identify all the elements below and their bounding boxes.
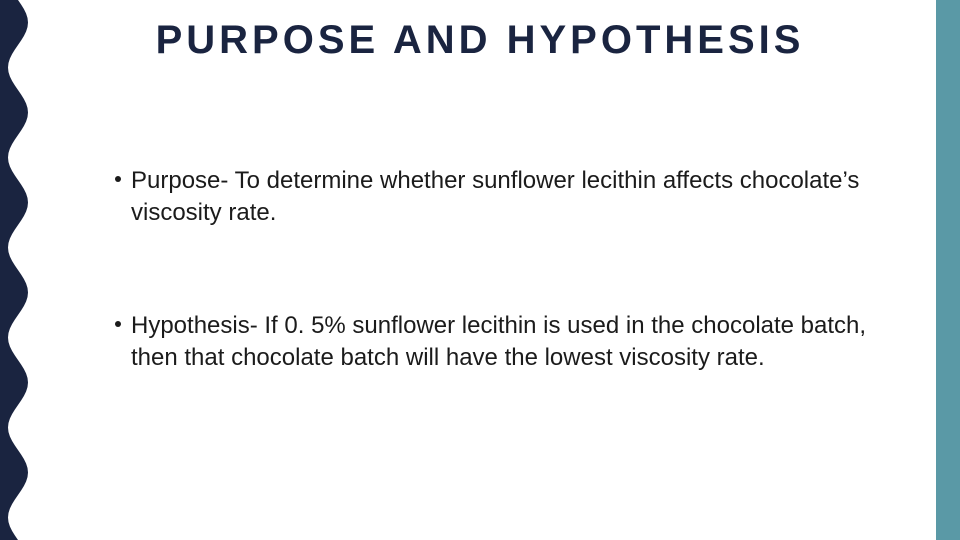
bullet-dot-icon [115, 176, 121, 182]
bullet-item: Hypothesis- If 0. 5% sunflower lecithin … [115, 310, 885, 375]
accent-stripe-right [936, 0, 960, 540]
bullet-item: Purpose- To determine whether sunflower … [115, 165, 885, 230]
bullet-text: Purpose- To determine whether sunflower … [131, 165, 885, 230]
bullet-dot-icon [115, 321, 121, 327]
wave-decoration-left [0, 0, 40, 540]
bullet-text: Hypothesis- If 0. 5% sunflower lecithin … [131, 310, 885, 375]
slide-title: PURPOSE AND HYPOTHESIS [0, 18, 960, 63]
slide-body: Purpose- To determine whether sunflower … [115, 165, 885, 455]
